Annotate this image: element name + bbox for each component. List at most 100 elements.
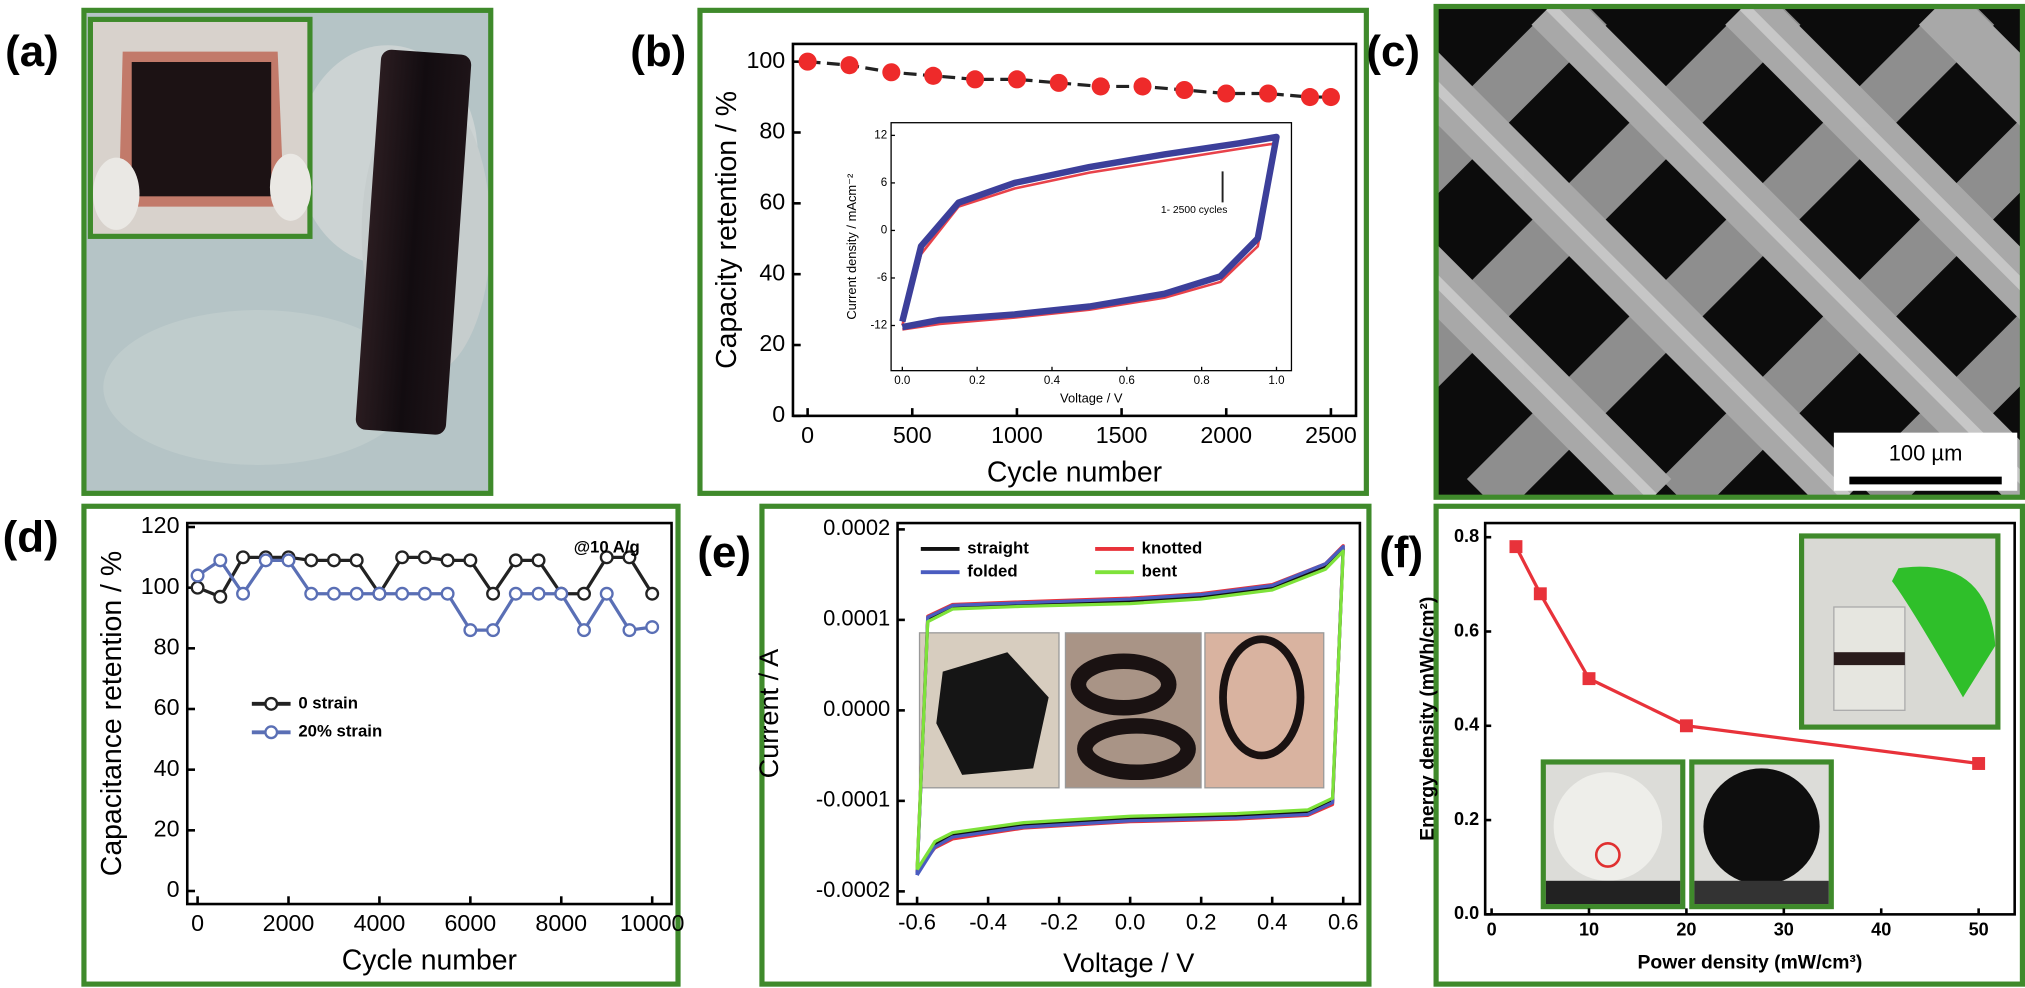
panel-frame bbox=[697, 7, 1369, 496]
y-axis-label: Energy density (mWh/cm²) bbox=[1416, 597, 1438, 841]
marker bbox=[798, 52, 817, 71]
y-tick-label: 120 bbox=[141, 512, 180, 538]
plot-frame bbox=[1483, 521, 2016, 916]
y-tick-label: 0.0002 bbox=[823, 515, 890, 540]
x-tick-label: 50 bbox=[1969, 919, 1989, 939]
marker bbox=[463, 553, 478, 568]
marker bbox=[531, 553, 546, 568]
y-tick-label: -0.0001 bbox=[816, 787, 890, 812]
x-tick-label: 0.2 bbox=[1186, 910, 1217, 935]
marker bbox=[645, 620, 660, 635]
photos-f bbox=[1540, 533, 2001, 910]
y-axis-label: Capacitance retention / % bbox=[96, 551, 128, 876]
y-tick-label: 40 bbox=[759, 259, 785, 285]
annotation: @10 A/g bbox=[574, 538, 640, 557]
x-tick-label: 40 bbox=[1871, 919, 1891, 939]
panel-frame bbox=[1433, 503, 2025, 987]
y-tick-label: 80 bbox=[154, 633, 180, 659]
x-axis-label: Voltage / V bbox=[1060, 390, 1123, 405]
x-tick-label: 1000 bbox=[991, 422, 1043, 448]
y-tick-label: 40 bbox=[154, 755, 180, 781]
y-tick-label: 20 bbox=[759, 330, 785, 356]
legend-label: 20% strain bbox=[298, 722, 382, 741]
y-tick-label: -6 bbox=[877, 271, 887, 284]
x-axis-label: Power density (mW/cm³) bbox=[1638, 952, 1863, 974]
marker bbox=[1175, 80, 1194, 100]
panel-label: (f) bbox=[1379, 528, 1423, 577]
marker bbox=[622, 623, 637, 638]
marker bbox=[395, 586, 410, 601]
marker bbox=[417, 550, 432, 565]
x-tick-label: 1500 bbox=[1096, 422, 1148, 448]
y-tick-label: -12 bbox=[870, 319, 887, 332]
x-tick-label: 30 bbox=[1774, 919, 1794, 939]
x-tick-label: 0.0 bbox=[1115, 910, 1146, 935]
marker bbox=[1049, 73, 1068, 92]
panel-label: (c) bbox=[1366, 27, 1420, 76]
x-tick-label: 1.0 bbox=[1268, 374, 1284, 387]
panel-label: (d) bbox=[3, 512, 59, 561]
marker bbox=[1091, 77, 1110, 96]
inset-background bbox=[839, 113, 1318, 414]
x-tick-label: 4000 bbox=[354, 910, 406, 936]
marker bbox=[577, 623, 591, 638]
y-tick-label: 0 bbox=[167, 876, 180, 902]
marker bbox=[1972, 757, 1986, 770]
marker bbox=[554, 586, 569, 601]
y-tick-label: 12 bbox=[874, 128, 887, 141]
series-line bbox=[899, 133, 1280, 331]
x-axis-label: Voltage / V bbox=[1063, 947, 1194, 978]
y-tick-label: 0.2 bbox=[1454, 809, 1479, 829]
panel-frame bbox=[1433, 3, 2025, 500]
marker bbox=[236, 550, 251, 565]
scale-bar-label: 100 µm bbox=[1889, 440, 1963, 465]
y-tick-label: 100 bbox=[746, 47, 785, 73]
plot-frame bbox=[185, 521, 673, 906]
marker bbox=[326, 586, 341, 601]
photo-a bbox=[83, 10, 491, 494]
series-line bbox=[915, 549, 1345, 871]
x-axis-label: Cycle number bbox=[342, 945, 517, 977]
marker bbox=[1321, 88, 1340, 107]
x-tick-label: 2000 bbox=[1200, 422, 1252, 448]
marker bbox=[349, 586, 364, 601]
marker bbox=[1582, 672, 1596, 686]
y-tick-label: 20 bbox=[154, 815, 180, 841]
sem-image bbox=[1436, 6, 2025, 498]
y-tick-label: 100 bbox=[141, 573, 180, 599]
marker bbox=[304, 553, 319, 568]
marker bbox=[840, 56, 859, 75]
marker bbox=[281, 553, 296, 568]
marker bbox=[508, 553, 523, 568]
legend-label: straight bbox=[967, 538, 1029, 557]
x-tick-label: 10 bbox=[1579, 919, 1599, 939]
panel-label: (a) bbox=[5, 27, 59, 76]
x-tick-label: 6000 bbox=[445, 910, 497, 936]
x-tick-label: 2500 bbox=[1305, 422, 1357, 448]
y-axis-label: Current / A bbox=[753, 648, 784, 778]
marker bbox=[440, 553, 455, 568]
marker bbox=[882, 63, 901, 82]
x-tick-label: 0.4 bbox=[1257, 910, 1288, 935]
x-tick-label: 0 bbox=[191, 910, 204, 936]
marker bbox=[1133, 77, 1152, 96]
x-tick-label: 0.8 bbox=[1194, 374, 1210, 387]
y-tick-label: 0.4 bbox=[1454, 715, 1479, 735]
x-axis-label: Cycle number bbox=[987, 456, 1162, 488]
marker bbox=[190, 568, 205, 583]
marker bbox=[440, 586, 455, 601]
marker bbox=[645, 586, 660, 601]
y-tick-label: 0.0 bbox=[1454, 903, 1479, 923]
marker bbox=[349, 553, 364, 568]
y-tick-label: 0.8 bbox=[1454, 526, 1479, 546]
legend-marker bbox=[264, 725, 279, 740]
marker bbox=[486, 586, 501, 601]
x-tick-label: 0.6 bbox=[1328, 910, 1359, 935]
y-axis-label: Capacity retention / % bbox=[711, 91, 743, 369]
marker bbox=[599, 550, 614, 565]
y-tick-label: 6 bbox=[881, 176, 887, 189]
y-tick-label: 60 bbox=[759, 188, 785, 214]
marker bbox=[190, 580, 205, 595]
marker bbox=[508, 586, 523, 601]
marker bbox=[1533, 587, 1547, 601]
